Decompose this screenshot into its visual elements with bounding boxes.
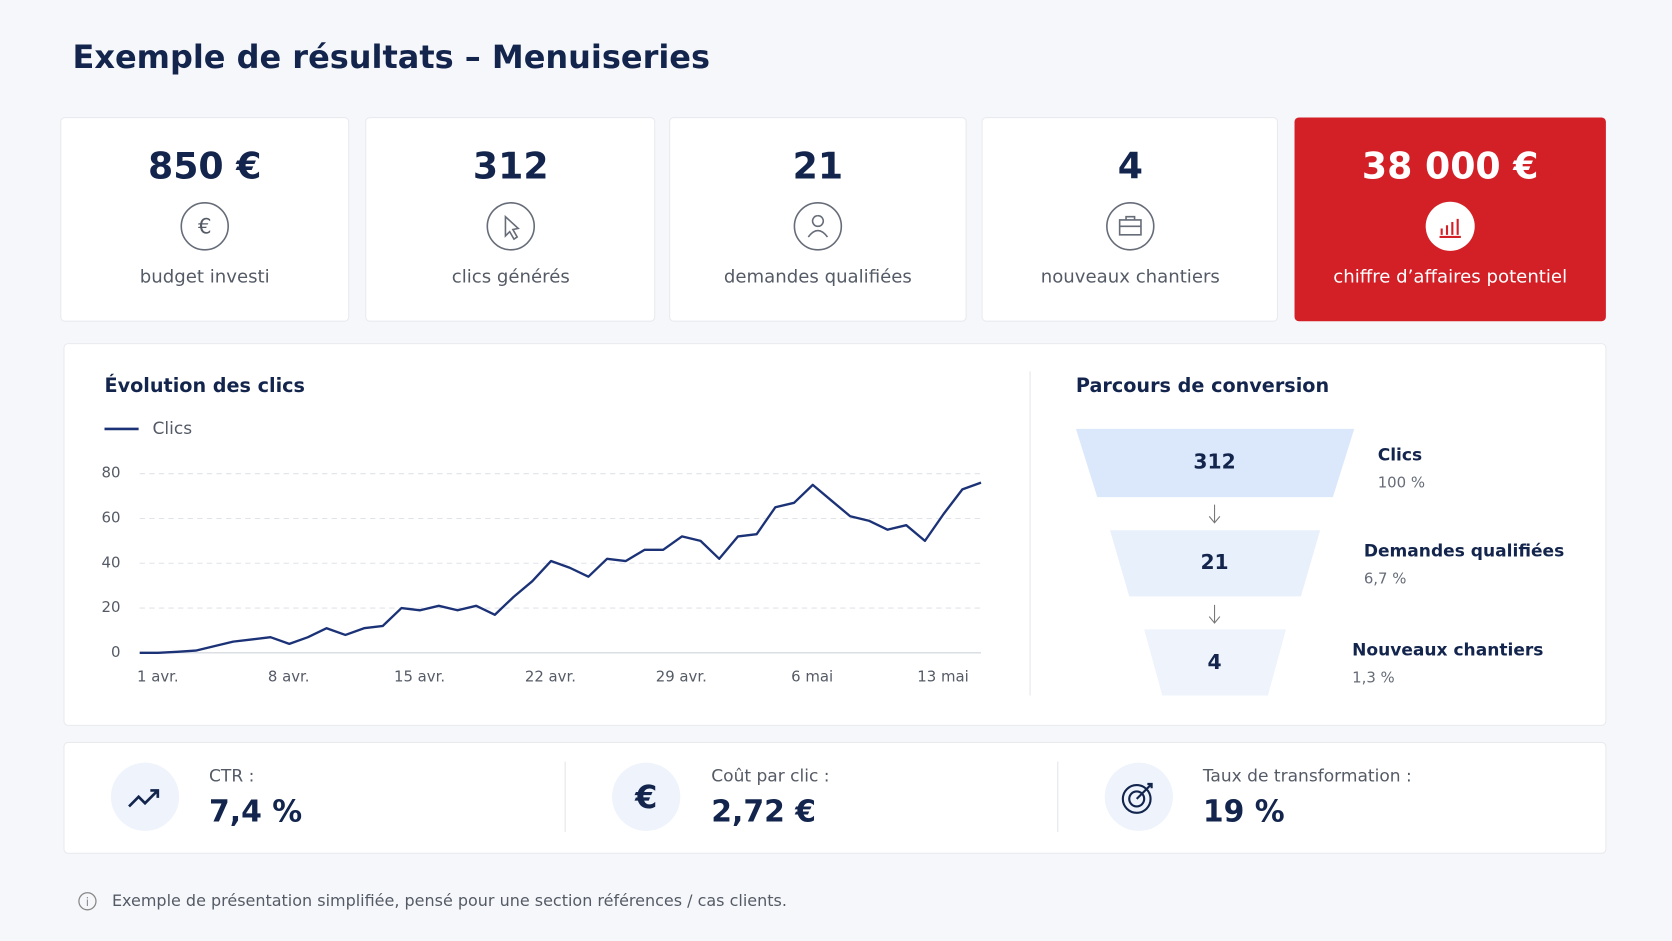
- x-tick-label: 13 mai: [917, 667, 969, 685]
- y-tick-label: 20: [102, 598, 121, 616]
- y-tick-label: 40: [102, 553, 121, 571]
- icon-circle: [180, 202, 229, 251]
- cursor-icon: [504, 214, 520, 241]
- target-icon: [1121, 782, 1153, 814]
- page-title: Exemple de résultats – Menuiseries: [73, 38, 711, 76]
- kpi-value: 4: [1118, 145, 1143, 188]
- funnel-share: 1,3 %: [1352, 668, 1395, 686]
- euro-icon: €: [198, 214, 212, 239]
- x-tick-label: 6 mai: [791, 667, 833, 685]
- funnel-value: 312: [1193, 450, 1235, 474]
- y-tick-label: 0: [111, 643, 120, 661]
- metric-value: 19 %: [1203, 794, 1285, 829]
- icon-circle: [612, 762, 681, 831]
- funnel-title: Parcours de conversion: [1076, 374, 1329, 397]
- funnel-step: [1110, 530, 1321, 597]
- y-tick-label: 60: [102, 508, 121, 526]
- funnel-value: 4: [1207, 650, 1221, 674]
- kpi-card: 21 demandes qualifiées: [669, 117, 967, 322]
- kpi-value: 312: [473, 145, 549, 188]
- arrow: [1208, 604, 1221, 624]
- card-bg: [60, 117, 350, 322]
- kpi-card-highlight: 38 000 € chiffre d’affaires potentiel: [1294, 117, 1606, 322]
- kpi-value: 21: [793, 145, 843, 188]
- funnel-label: Clics: [1378, 446, 1422, 466]
- kpi-label: chiffre d’affaires potentiel: [1333, 266, 1567, 287]
- funnel-step: [1075, 428, 1355, 498]
- icon-circle: [793, 202, 843, 251]
- y-tick-label: 80: [102, 464, 121, 482]
- metric-label: Taux de transformation :: [1202, 767, 1412, 787]
- chart-title: Évolution des clics: [105, 374, 305, 397]
- funnel-share: 100 %: [1378, 473, 1425, 491]
- kpi-card: 312 clics générés: [365, 117, 656, 322]
- icon-circle: [1425, 201, 1475, 251]
- card-bg: [669, 117, 967, 322]
- funnel-share: 6,7 %: [1364, 569, 1407, 587]
- kpi-card: 4 nouveaux chantiers: [981, 117, 1278, 322]
- metric-label: CTR :: [209, 767, 254, 787]
- kpi-label: budget investi: [140, 266, 270, 287]
- trend-icon: [128, 789, 160, 808]
- icon-circle: [110, 762, 180, 831]
- footnote: Exemple de présentation simplifiée, pens…: [112, 891, 787, 910]
- kpi-label: clics générés: [452, 266, 570, 287]
- arrow: [1208, 504, 1221, 524]
- kpi-value: 38 000 €: [1362, 145, 1539, 188]
- metric-value: 2,72 €: [711, 794, 816, 829]
- metric-label: Coût par clic :: [711, 767, 829, 787]
- funnel-value: 21: [1200, 550, 1228, 574]
- metrics-card: [63, 741, 1607, 854]
- funnel-label: Nouveaux chantiers: [1352, 641, 1543, 661]
- metric-value: 7,4 %: [209, 794, 302, 829]
- euro-icon: €: [634, 778, 657, 816]
- line-chart: 0 20 40 60 80 1 avr. 8 avr. 15 avr. 22 avr. 29 av…: [102, 419, 982, 685]
- x-tick-label: 22 avr.: [525, 667, 576, 685]
- icon-circle: [1106, 202, 1155, 251]
- info-icon-glyph: i: [86, 895, 89, 909]
- briefcase-icon: [1118, 215, 1142, 236]
- kpi-label: nouveaux chantiers: [1041, 266, 1220, 287]
- user-icon: [807, 214, 829, 238]
- x-tick-label: 8 avr.: [268, 667, 310, 685]
- funnel-step: [1144, 629, 1286, 696]
- x-tick-label: 1 avr.: [137, 667, 179, 685]
- x-tick-label: 29 avr.: [656, 667, 707, 685]
- x-tick-label: 15 avr.: [394, 667, 445, 685]
- funnel-label: Demandes qualifiées: [1364, 542, 1564, 562]
- icon-circle: [486, 202, 536, 251]
- legend-label: Clics: [152, 419, 192, 439]
- line-series: [139, 481, 982, 655]
- kpi-card: 850 € € budget investi: [60, 117, 350, 322]
- kpi-value: 850 €: [148, 145, 262, 188]
- chart-icon: [1439, 218, 1461, 239]
- kpi-label: demandes qualifiées: [724, 266, 912, 287]
- card-bg: [365, 117, 656, 322]
- info-icon: [78, 892, 97, 911]
